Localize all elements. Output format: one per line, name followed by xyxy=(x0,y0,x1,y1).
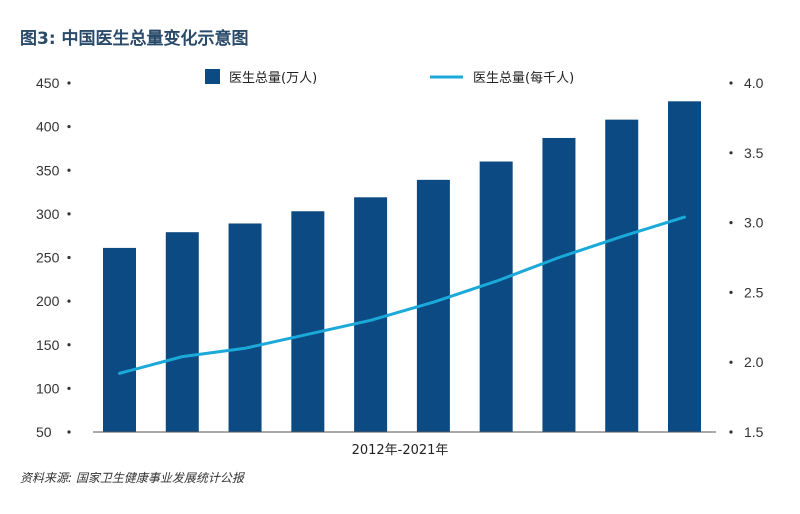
right-tick-dot xyxy=(729,151,733,155)
left-tick-label: 350 xyxy=(36,162,60,178)
legend-label-bar: 医生总量(万人) xyxy=(229,71,317,86)
left-tick-label: 300 xyxy=(36,206,60,222)
bar-2013 xyxy=(165,232,199,432)
chart-title: 图3: 中国医生总量变化示意图 xyxy=(20,29,249,49)
bar-2015 xyxy=(291,211,325,432)
legend-label-line: 医生总量(每千人) xyxy=(473,70,574,86)
x-axis-label: 2012年-2021年 xyxy=(352,443,449,458)
right-tick-label: 3.5 xyxy=(744,145,764,161)
left-tick-dot xyxy=(67,299,71,303)
right-tick-dot xyxy=(729,81,733,85)
left-tick-dot xyxy=(67,255,71,260)
right-tick-label: 4.0 xyxy=(744,75,764,91)
left-tick-dot xyxy=(67,386,71,390)
bar-2016 xyxy=(354,197,388,432)
left-tick-dot xyxy=(67,168,71,172)
legend-layer: 医生总量(万人) 医生总量(每千人) xyxy=(205,69,574,86)
source-note: 资料来源: 国家卫生健康事业发展统计公报 xyxy=(20,471,244,485)
legend-swatch-bar xyxy=(205,69,220,84)
right-tick-dot xyxy=(729,221,733,225)
right-tick-label: 2.5 xyxy=(744,284,764,300)
left-tick-label: 100 xyxy=(36,380,60,396)
right-tick-dot xyxy=(729,360,733,364)
bar-2020 xyxy=(605,119,639,433)
series-line-per-thousand xyxy=(118,215,686,375)
bar-2012 xyxy=(103,247,136,432)
line-layer xyxy=(118,215,686,375)
right-tick-label: 2.0 xyxy=(744,354,764,370)
left-tick-dot xyxy=(67,81,71,85)
right-tick-label: 1.5 xyxy=(744,424,764,440)
bars-layer xyxy=(103,101,701,433)
axes-layer: 50 100 150 200 250 300 350 400 450 1.5 2.0 2.5 3.0 3.… xyxy=(36,75,764,458)
right-tick-label: 3.0 xyxy=(744,215,764,231)
bar-2014 xyxy=(228,223,262,432)
left-tick-label: 450 xyxy=(36,75,60,91)
bar-2021 xyxy=(668,101,701,432)
left-tick-label: 150 xyxy=(36,337,60,353)
left-tick-label: 400 xyxy=(36,119,60,135)
left-tick-label: 250 xyxy=(36,250,60,266)
bar-2018 xyxy=(479,161,513,432)
right-tick-dot xyxy=(729,430,733,434)
left-tick-dot xyxy=(67,212,71,216)
right-tick-dot xyxy=(729,290,733,294)
left-tick-dot xyxy=(67,430,71,434)
left-tick-dot xyxy=(67,125,71,129)
left-tick-dot xyxy=(67,343,71,347)
left-tick-label: 200 xyxy=(36,293,60,309)
bar-2019 xyxy=(542,137,576,432)
left-tick-label: 50 xyxy=(36,424,52,440)
